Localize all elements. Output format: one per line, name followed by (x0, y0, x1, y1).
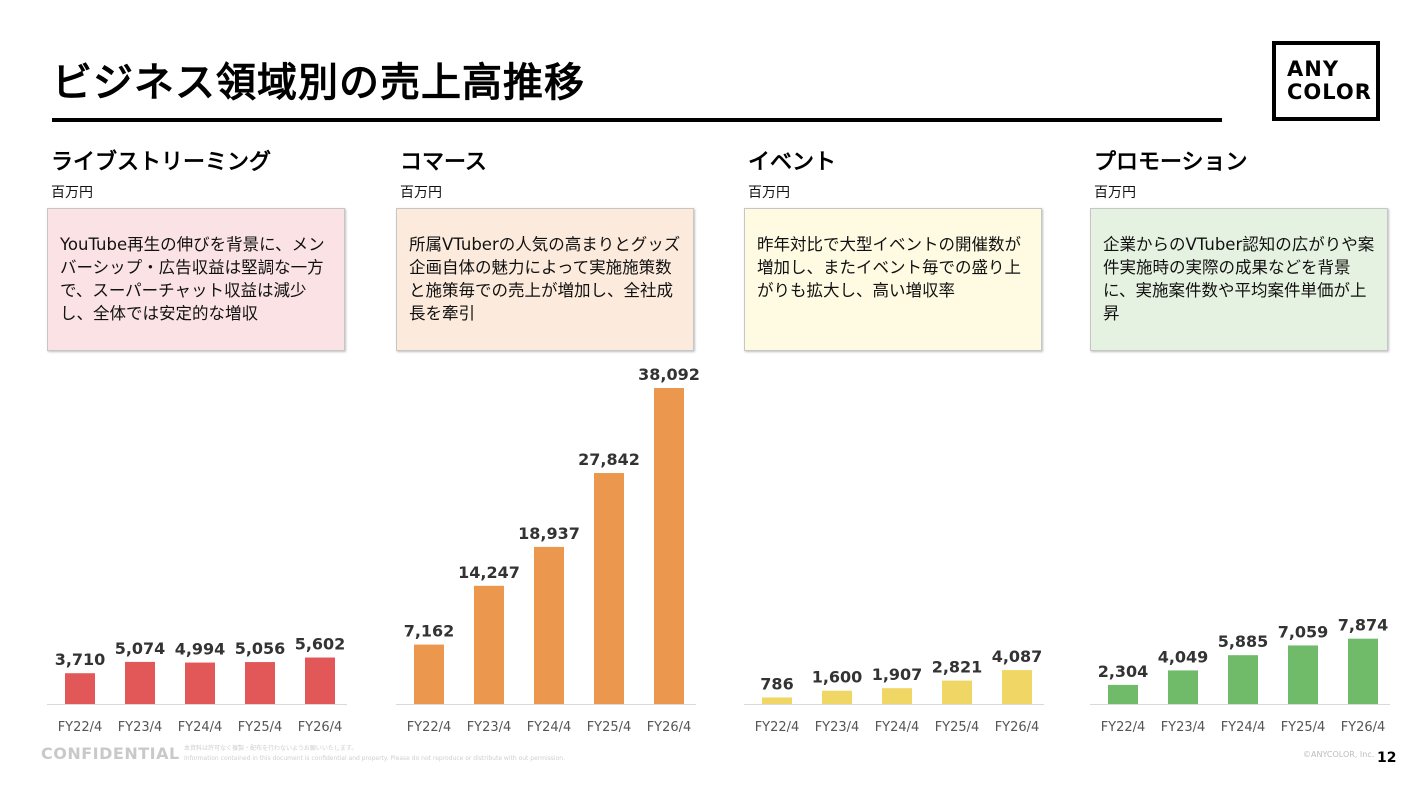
bar-FY26/4 (305, 657, 335, 704)
data-label: 7,059 (1278, 622, 1329, 641)
logo-line-1: ANY (1287, 57, 1340, 81)
bar-FY24/4 (185, 662, 215, 704)
bar-FY23/4 (125, 661, 155, 704)
panel-live-streaming: ライブストリーミング 百万円 YouTube再生の伸びを背景に、メンバーシップ・… (47, 140, 347, 740)
panel-promotion: プロモーション 百万円 企業からのVTuber認知の広がりや案件実施時の実際の成… (1090, 140, 1390, 740)
x-tick-label: FY26/4 (995, 720, 1040, 735)
bar-FY22/4 (65, 673, 95, 704)
data-label: 5,885 (1218, 632, 1269, 651)
chart-event: 786 FY22/4 1,600 FY23/4 1,907 FY24/4 2,821 FY25… (744, 352, 1044, 740)
data-label: 1,907 (872, 665, 923, 684)
x-tick-label: FY24/4 (178, 720, 223, 735)
x-tick-label: FY24/4 (875, 720, 920, 735)
x-tick-label: FY26/4 (647, 720, 692, 735)
data-label: 5,074 (115, 639, 166, 658)
data-label: 4,994 (175, 640, 226, 659)
bar-FY22/4 (762, 697, 792, 704)
x-tick-label: FY23/4 (467, 720, 512, 735)
data-label: 7,162 (404, 622, 455, 641)
data-label: 4,049 (1158, 647, 1209, 666)
bar-FY23/4 (822, 690, 852, 704)
confidential-label: CONFIDENTIAL (41, 744, 180, 763)
x-tick-label: FY25/4 (238, 720, 283, 735)
data-label: 2,821 (932, 658, 983, 677)
panel-commerce: コマース 百万円 所属VTuberの人気の高まりとグッズ企画自体の魅力によって実… (396, 140, 700, 740)
data-label: 4,087 (992, 647, 1043, 666)
bar-FY23/4 (474, 585, 504, 704)
page-title: ビジネス領域別の売上高推移 (52, 60, 585, 106)
panel-event: イベント 百万円 昨年対比で大型イベントの開催数が増加し、またイベント毎での盛り… (744, 140, 1044, 740)
x-tick-label: FY24/4 (527, 720, 572, 735)
panel-note: 所属VTuberの人気の高まりとグッズ企画自体の魅力によって実施施策数と施策毎で… (396, 208, 694, 351)
x-tick-label: FY22/4 (58, 720, 103, 735)
x-tick-label: FY22/4 (755, 720, 800, 735)
data-label: 27,842 (578, 450, 640, 469)
x-tick-label: FY26/4 (1341, 720, 1386, 735)
panel-title: コマース (400, 150, 487, 175)
bar-FY24/4 (534, 546, 564, 704)
x-tick-label: FY25/4 (1281, 720, 1326, 735)
chart-commerce: 7,162 FY22/4 14,247 FY23/4 18,937 FY24/4 27,84… (396, 352, 700, 740)
x-tick-label: FY23/4 (1161, 720, 1206, 735)
page-number: 12 (1377, 750, 1397, 766)
panel-note: 昨年対比で大型イベントの開催数が増加し、またイベント毎での盛り上がりも拡大し、高… (744, 208, 1042, 351)
bar-FY25/4 (594, 473, 624, 704)
panel-note: 企業からのVTuber認知の広がりや案件実施時の実際の成果などを背景に、実施案件… (1090, 208, 1388, 351)
data-label: 14,247 (458, 563, 520, 582)
disclaimer-line-2: Information contained in this document i… (184, 755, 565, 762)
data-label: 18,937 (518, 524, 580, 543)
panel-unit: 百万円 (400, 185, 442, 201)
bar-FY23/4 (1168, 670, 1198, 704)
panel-title: プロモーション (1094, 150, 1248, 175)
data-label: 38,092 (638, 365, 700, 384)
bar-FY22/4 (414, 644, 444, 704)
bar-FY22/4 (1108, 684, 1138, 704)
data-label: 786 (760, 674, 793, 693)
data-label: 1,600 (812, 668, 863, 687)
bar-FY25/4 (245, 662, 275, 704)
data-label: 7,874 (1338, 616, 1389, 635)
x-tick-label: FY25/4 (587, 720, 632, 735)
panel-title: ライブストリーミング (51, 150, 272, 175)
data-label: 5,602 (295, 635, 346, 654)
bar-FY25/4 (1288, 645, 1318, 704)
copyright: ©ANYCOLOR, Inc. (1303, 750, 1375, 759)
title-rule (52, 118, 1222, 122)
panel-title: イベント (748, 150, 837, 175)
bar-FY25/4 (942, 680, 972, 704)
x-tick-label: FY22/4 (1101, 720, 1146, 735)
chart-promotion: 2,304 FY22/4 4,049 FY23/4 5,885 FY24/4 7,059 FY… (1090, 352, 1390, 740)
x-tick-label: FY25/4 (935, 720, 980, 735)
data-label: 3,710 (55, 650, 106, 669)
bar-FY26/4 (1348, 638, 1378, 704)
disclaimer-line-1: 本資料は許可なく複製・配布を行わないようお願いいたします。 (184, 745, 358, 752)
disclaimer: 本資料は許可なく複製・配布を行わないようお願いいたします。 Informatio… (184, 744, 565, 764)
bar-FY24/4 (1228, 655, 1258, 704)
bar-FY26/4 (1002, 670, 1032, 704)
panel-unit: 百万円 (1094, 185, 1136, 201)
data-label: 5,056 (235, 639, 286, 658)
bar-FY24/4 (882, 688, 912, 704)
logo-line-2: COLOR (1287, 80, 1372, 104)
chart-live-streaming: 3,710 FY22/4 5,074 FY23/4 4,994 FY24/4 5,056 FY… (47, 352, 347, 740)
x-tick-label: FY23/4 (815, 720, 860, 735)
panel-unit: 百万円 (748, 185, 790, 201)
data-label: 2,304 (1098, 662, 1149, 681)
x-tick-label: FY26/4 (298, 720, 343, 735)
x-tick-label: FY22/4 (407, 720, 452, 735)
panel-note: YouTube再生の伸びを背景に、メンバーシップ・広告収益は堅調な一方で、スーパ… (47, 208, 345, 351)
panel-unit: 百万円 (51, 185, 93, 201)
x-tick-label: FY23/4 (118, 720, 163, 735)
bar-FY26/4 (654, 388, 684, 704)
x-tick-label: FY24/4 (1221, 720, 1266, 735)
anycolor-logo: ANY COLOR (1272, 41, 1380, 121)
